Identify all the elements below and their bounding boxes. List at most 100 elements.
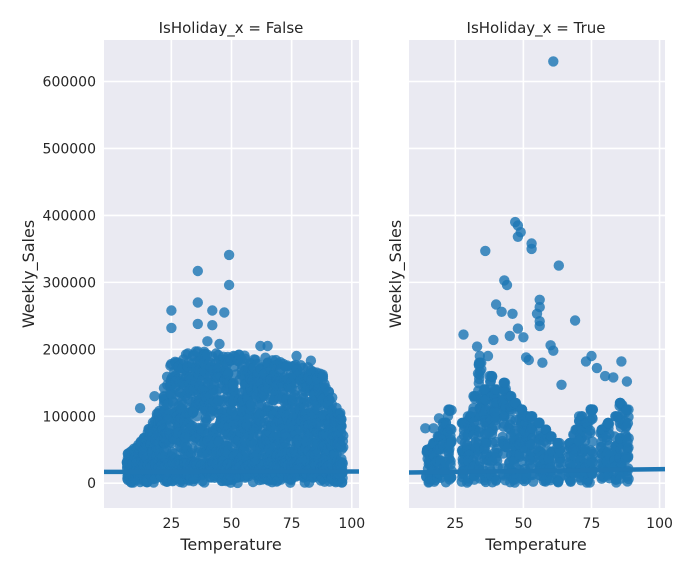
data-point [178, 354, 189, 365]
data-point [512, 323, 524, 334]
data-point [621, 404, 632, 415]
data-point [501, 279, 513, 291]
data-point [546, 431, 557, 442]
data-point [537, 357, 548, 368]
data-point [509, 397, 521, 409]
data-point [512, 231, 524, 242]
data-point [584, 477, 595, 488]
data-point [573, 411, 585, 422]
data-point [428, 423, 439, 434]
data-point [223, 279, 235, 291]
y-tick-label: 0 [87, 476, 96, 492]
data-point [420, 423, 431, 434]
data-point [337, 435, 349, 447]
data-point [622, 418, 634, 429]
data-point [587, 448, 599, 460]
facet-panel-false: 25 50 75 100 0 100000 200000 300000 400000 50000… [19, 19, 365, 554]
data-point [166, 322, 177, 334]
data-point [207, 320, 218, 331]
y-tick-label: 300000 [43, 275, 96, 291]
data-point [518, 332, 529, 343]
data-point [496, 306, 507, 317]
y-tick-label: 600000 [43, 75, 96, 91]
data-point [601, 431, 612, 443]
data-point [622, 436, 633, 448]
data-point [621, 376, 633, 387]
data-point [305, 355, 317, 366]
data-point [488, 334, 499, 346]
data-point [553, 260, 564, 271]
y-tick-labels-false: 0 100000 200000 300000 400000 500000 600000 [43, 75, 96, 493]
data-point [483, 427, 495, 439]
x-tick-label: 75 [583, 516, 601, 532]
data-point [202, 336, 213, 347]
data-point [223, 249, 235, 261]
data-point [523, 354, 534, 366]
data-point [499, 377, 511, 388]
scatter-points-true [420, 56, 634, 488]
data-point [543, 453, 554, 464]
y-tick-label: 500000 [43, 141, 96, 157]
data-point [327, 392, 338, 403]
data-point [490, 384, 501, 395]
x-tick-label: 100 [338, 516, 365, 532]
data-point [219, 307, 230, 318]
data-point [207, 305, 218, 316]
data-point [534, 320, 545, 332]
x-tick-label: 75 [283, 516, 301, 532]
data-point [490, 299, 502, 310]
data-point [527, 411, 538, 422]
data-point [445, 423, 456, 435]
data-point [192, 318, 203, 330]
y-tick-label: 200000 [43, 342, 96, 358]
data-point [524, 454, 535, 466]
facet-panel-true: 25 50 75 100 IsHoliday_x = True Temperature… [386, 19, 673, 554]
data-point [552, 437, 563, 449]
y-tick-label: 400000 [43, 208, 96, 224]
data-point [458, 329, 469, 340]
data-point [228, 381, 239, 392]
x-tick-label: 100 [646, 516, 673, 532]
data-point [587, 436, 598, 447]
data-point [548, 56, 559, 67]
data-point [433, 413, 445, 424]
data-point [474, 350, 485, 362]
regression-line [408, 466, 666, 475]
data-point [620, 454, 632, 465]
x-tick-labels-true: 25 50 75 100 [446, 516, 673, 532]
data-point [608, 372, 619, 383]
data-point [191, 411, 203, 422]
data-point [548, 345, 559, 356]
facet-title-false: IsHoliday_x = False [159, 19, 304, 38]
data-point [134, 403, 146, 414]
data-point [534, 417, 545, 429]
data-point [534, 294, 545, 305]
data-point [446, 436, 457, 447]
data-point [192, 265, 203, 277]
data-point [154, 405, 165, 417]
data-point [192, 297, 203, 308]
x-axis-label-true: Temperature [484, 535, 586, 554]
data-point [504, 330, 515, 342]
y-axis-label-false: Weekly_Sales [19, 220, 39, 328]
data-point [489, 407, 500, 418]
data-point [471, 341, 483, 352]
x-tick-label: 25 [446, 516, 464, 532]
data-point [482, 350, 494, 362]
data-point [507, 308, 518, 319]
y-axis-label-true: Weekly_Sales [386, 220, 406, 328]
x-tick-label: 50 [223, 516, 241, 532]
data-point [291, 350, 302, 362]
data-point [569, 315, 581, 326]
data-point [591, 362, 603, 374]
x-tick-labels-false: 25 50 75 100 [162, 516, 365, 532]
data-point [526, 243, 537, 255]
data-point [580, 356, 592, 367]
data-point [445, 459, 456, 470]
data-point [599, 370, 611, 382]
scatter-points-false [121, 249, 349, 489]
data-point [616, 356, 627, 367]
regression-line-true [408, 466, 666, 475]
data-point [553, 477, 564, 488]
